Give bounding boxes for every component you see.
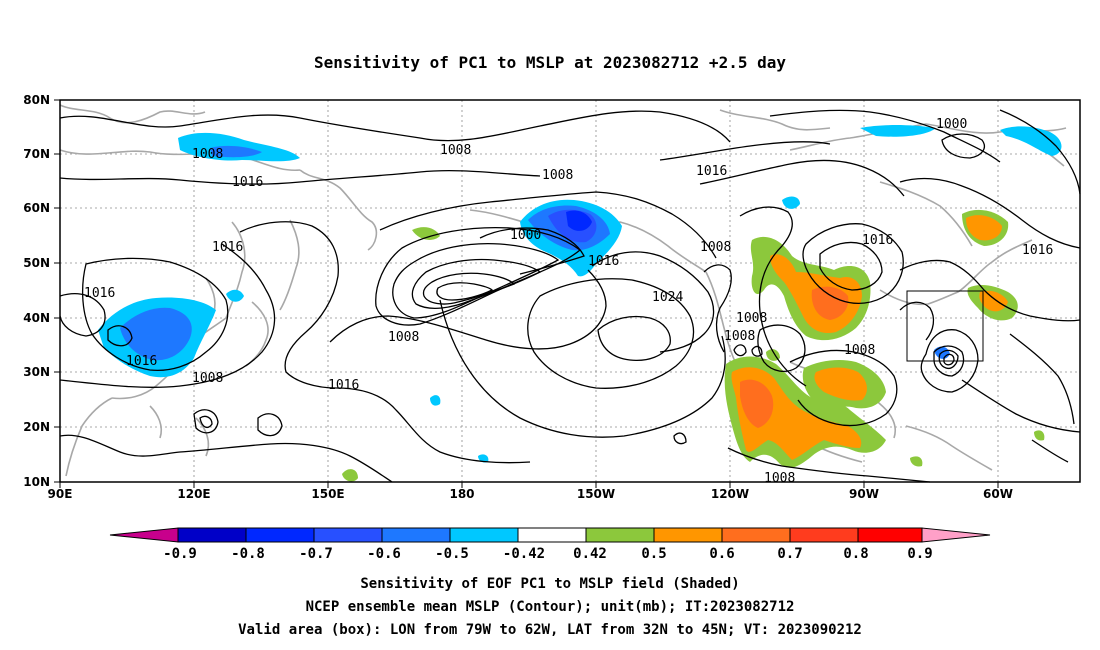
lon-label: 90W [849,487,879,501]
contour-label: 1016 [588,254,619,269]
lat-label: 60N [23,201,50,215]
shade-negative [566,210,592,231]
contour-label: 1008 [542,168,573,183]
shade-positive [966,215,1002,241]
shaded-regions [98,125,1062,482]
colorbar-label: 0.42 [573,546,607,562]
colorbar-bin [857,527,923,543]
lon-label: 150W [577,487,615,501]
colorbar-label: -0.7 [299,546,333,562]
lon-label: 180 [449,487,474,501]
map-frame [59,99,1081,483]
colorbar-label: 0.5 [641,546,666,562]
shade-positive [412,227,440,240]
colorbar-label: -0.6 [367,546,401,562]
contour-label: 1024 [652,290,683,305]
contour-label: 1016 [862,233,893,248]
mslp-contours [59,109,1081,483]
lon-label: 60W [983,487,1013,501]
colorbar: -0.9 -0.8 -0.7 -0.6 -0.5 -0.42 0.42 0.5 … [109,527,991,562]
colorbar-label: -0.8 [231,546,265,562]
lat-label: 10N [23,475,50,489]
colorbar-bin [245,527,315,543]
colorbar-bin [381,527,451,543]
contour-label: 1008 [736,311,767,326]
colorbar-bin [517,527,587,543]
contour-label: 1016 [126,354,157,369]
contour-label: 1008 [724,329,755,344]
caption-line-1: Sensitivity of EOF PC1 to MSLP field (Sh… [360,576,739,592]
lat-label: 80N [23,93,50,107]
colorbar-bin [449,527,519,543]
contour-label: 1008 [192,371,223,386]
contour-label: 1016 [328,378,359,393]
contour-label: 1016 [232,175,263,190]
shade-negative [120,307,192,361]
contour-label: 1008 [388,330,419,345]
colorbar-label: -0.42 [503,546,545,562]
contour-label: 1000 [510,228,541,243]
shade-positive [740,379,774,428]
shade-positive [1034,430,1045,441]
shade-negative [1000,126,1062,156]
colorbar-bin [653,527,723,543]
map-title: Sensitivity of PC1 to MSLP at 2023082712… [314,53,786,72]
contour-label: 1016 [84,286,115,301]
lat-label: 70N [23,147,50,161]
shade-negative [226,289,244,302]
lon-label: 150E [311,487,344,501]
lon-label: 120E [177,487,210,501]
map-panel: 1008 1008 1016 1008 1016 1016 1000 1008 … [23,93,1081,501]
colorbar-bin [585,527,655,543]
lat-labels: 80N 70N 60N 50N 40N 30N 20N 10N [23,93,50,489]
grid-lines [60,100,1080,482]
lon-label: 90E [48,487,73,501]
lon-label: 120W [711,487,749,501]
shade-negative [430,395,441,406]
contour-labels: 1008 1008 1016 1008 1016 1016 1000 1008 … [84,117,1053,486]
contour-label: 1008 [700,240,731,255]
axis-ticks [54,99,999,488]
colorbar-bin [789,527,859,543]
contour-label: 1008 [440,143,471,158]
shade-negative [782,196,800,209]
lat-label: 20N [23,420,50,434]
shade-negative [478,454,489,463]
colorbar-label: -0.5 [435,546,469,562]
shade-negative [210,145,262,158]
shade-positive [342,469,358,482]
colorbar-label: 0.8 [843,546,868,562]
caption-line-3: Valid area (box): LON from 79W to 62W, L… [238,622,862,638]
contour-label: 1008 [192,147,223,162]
colorbar-right-arrow [921,527,991,543]
shade-positive [814,367,867,401]
contour-label: 1016 [1022,243,1053,258]
contour-label: 1008 [764,471,795,486]
colorbar-bin [177,527,247,543]
shade-negative [860,125,936,137]
colorbar-label: -0.9 [163,546,197,562]
lat-label: 40N [23,311,50,325]
lat-label: 30N [23,365,50,379]
colorbar-left-arrow [109,527,179,543]
colorbar-label: 0.9 [907,546,932,562]
shade-positive [910,456,923,467]
shade-positive [811,286,849,320]
shade-positive [979,290,1008,312]
lat-label: 50N [23,256,50,270]
contour-label: 1000 [936,117,967,132]
contour-label: 1008 [844,343,875,358]
valid-area-box [906,290,984,362]
colorbar-label: 0.7 [777,546,802,562]
colorbar-bin [721,527,791,543]
contour-label: 1016 [212,240,243,255]
caption-line-2: NCEP ensemble mean MSLP (Contour); unit(… [306,599,795,615]
contour-label: 1016 [696,164,727,179]
colorbar-bin [313,527,383,543]
colorbar-label: 0.6 [709,546,734,562]
lon-labels: 90E 120E 150E 180 150W 120W 90W 60W [48,487,1013,501]
